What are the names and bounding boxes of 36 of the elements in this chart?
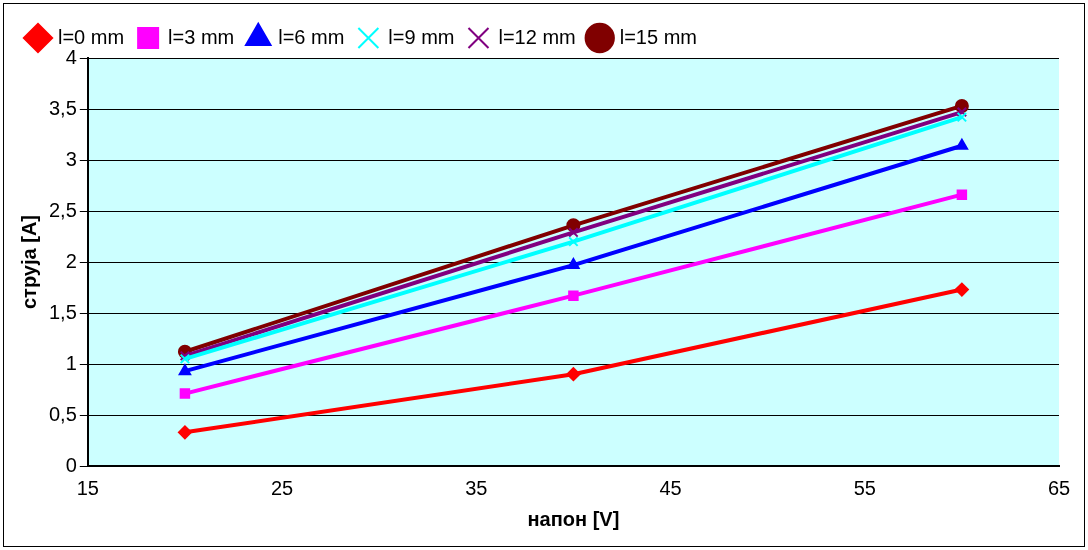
y-axis-title: струја [A] [17, 215, 40, 309]
y-tick-label: 1 [65, 351, 77, 374]
point [567, 258, 580, 270]
x-tick-label: 25 [270, 476, 294, 499]
legend-label: l=12 mm [498, 25, 576, 48]
point [954, 282, 969, 297]
legend-label: l=0 mm [58, 25, 125, 48]
y-tick-label: 0,5 [48, 402, 77, 425]
x-tick-label: 15 [76, 476, 99, 499]
x-tick-label: 65 [1047, 476, 1071, 499]
legend-label: l=9 mm [388, 25, 455, 48]
y-tick-label: 2,5 [48, 198, 77, 221]
x-tick-label: 55 [853, 476, 876, 499]
y-tick-label: 3,5 [48, 96, 77, 119]
point [955, 138, 969, 150]
y-tick-label: 1,5 [48, 300, 77, 323]
point [956, 111, 968, 123]
x-tick-label: 45 [659, 476, 682, 499]
y-tick-label: 3 [65, 147, 77, 170]
point [568, 236, 579, 247]
y-tick-label: 0 [65, 453, 77, 476]
legend-label: l=15 mm [619, 25, 697, 48]
point [956, 189, 968, 200]
point [568, 290, 579, 301]
x-axis-title: напон [V] [527, 507, 620, 530]
point [177, 425, 192, 440]
y-tick-label: 2 [65, 249, 77, 272]
point [956, 106, 968, 118]
point [179, 388, 191, 399]
y-tick-label: 4 [65, 45, 77, 68]
x-tick-label: 35 [465, 476, 488, 499]
legend-label: l=3 mm [168, 25, 235, 48]
point [178, 364, 192, 376]
legend-label: l=6 mm [278, 25, 345, 48]
point [568, 227, 579, 238]
point [566, 367, 581, 382]
